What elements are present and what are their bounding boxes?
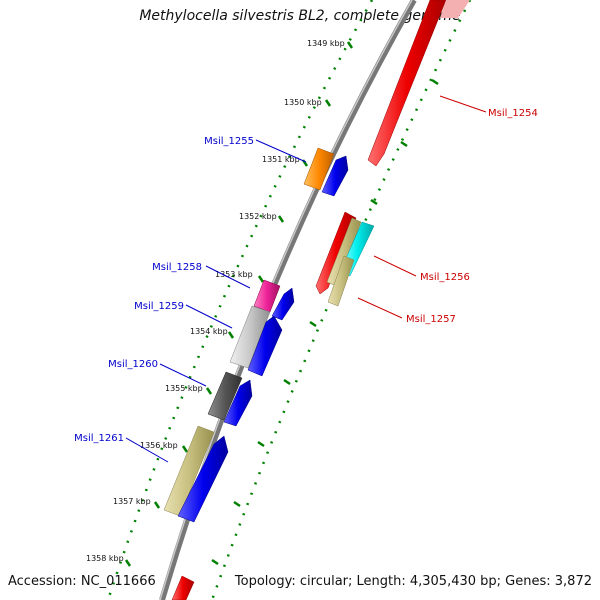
gene-fragment: [171, 575, 195, 600]
gene-msil-1258[interactable]: [253, 279, 281, 313]
inner-ruler-ticks: [124, 41, 354, 567]
kbp-label: 1353 kbp: [215, 270, 253, 279]
kbp-label: 1350 kbp: [284, 98, 322, 107]
kbp-label: 1349 kbp: [307, 39, 345, 48]
gene-msil-1256[interactable]: [315, 211, 357, 295]
label-msil-1257[interactable]: Msil_1257: [406, 314, 456, 325]
forward-strand-features: [163, 147, 349, 523]
gene-msil-1260[interactable]: [207, 371, 243, 421]
label-msil-1256[interactable]: Msil_1256: [420, 272, 470, 283]
label-msil-1254[interactable]: Msil_1254: [488, 108, 538, 119]
gene-msil-1259[interactable]: [229, 305, 271, 369]
label-msil-1260[interactable]: Msil_1260: [108, 359, 158, 370]
kbp-label: 1358 kbp: [86, 554, 124, 563]
label-msil-1255[interactable]: Msil_1255: [204, 136, 254, 147]
genome-summary: Topology: circular; Length: 4,305,430 bp…: [234, 574, 592, 589]
label-msil-1259[interactable]: Msil_1259: [134, 301, 184, 312]
label-msil-1261[interactable]: Msil_1261: [74, 433, 124, 444]
map-title: Methylocella silvestris BL2, complete ge…: [139, 8, 461, 24]
gene-msil-1257[interactable]: [327, 255, 355, 307]
kbp-label: 1356 kbp: [140, 441, 178, 450]
gene-msil-1254[interactable]: [367, 0, 447, 167]
accession-label: Accession: NC_011666: [8, 574, 156, 589]
label-leaders: [125, 95, 487, 463]
kbp-label: 1357 kbp: [113, 497, 151, 506]
kbp-label: 1351 kbp: [262, 155, 300, 164]
kbp-label: 1354 kbp: [190, 327, 228, 336]
kbp-label: 1352 kbp: [239, 212, 277, 221]
reverse-strand-features: [171, 0, 470, 600]
gene-labels: Msil_1254 Msil_1256 Msil_1257 Msil_1255 …: [74, 108, 538, 444]
outer-ruler: [210, 0, 472, 600]
kbp-label: 1355 kbp: [165, 384, 203, 393]
label-msil-1258[interactable]: Msil_1258: [152, 262, 202, 273]
kbp-labels: 1349 kbp 1350 kbp 1351 kbp 1352 kbp 1353…: [86, 39, 345, 563]
gene-msil-1255[interactable]: [303, 147, 335, 191]
